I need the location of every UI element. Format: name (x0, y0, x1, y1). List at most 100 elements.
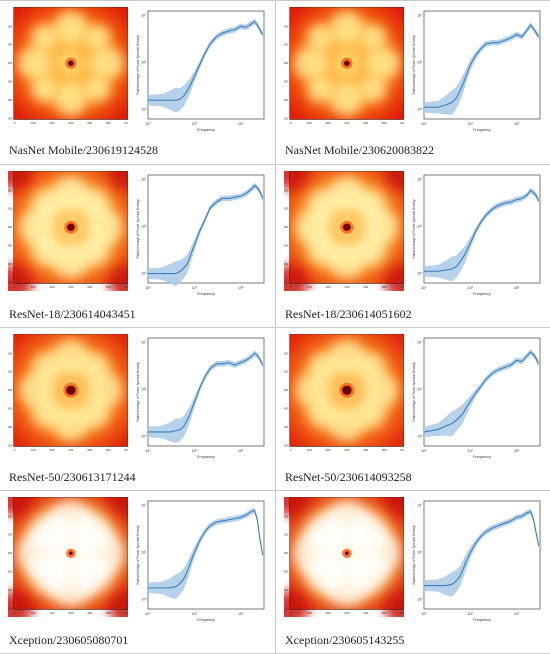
spectrum-x-tick: 300 (344, 448, 349, 452)
profile-x-label: Frequency (197, 618, 215, 622)
spectrum-x-tick: 500 (382, 448, 387, 452)
panel-caption: NasNet Mobile/230620083822 (285, 143, 434, 157)
profile-x-tick: 10⁰ (421, 286, 427, 290)
profile-x-label: Frequency (197, 128, 215, 132)
spectrum-y-tick: 200 (284, 370, 289, 374)
profile-y-tick: 10⁷ (417, 341, 423, 345)
spectrum-lobe (329, 82, 364, 116)
confidence-band (148, 507, 263, 600)
spectrum-x-tick: 100 (307, 285, 312, 289)
spectrum-x-tick: 300 (68, 448, 73, 452)
spectrum-y-tick: 300 (284, 388, 289, 392)
radial-psd-chart: 10⁰ 10¹ 10² 10³ 10⁵ 10⁷ Frequency Radial Averag… (136, 500, 265, 622)
spectrum-x-tick: 300 (68, 285, 73, 289)
series-line (424, 189, 540, 272)
spectrum-y-tick: 400 (284, 570, 289, 574)
spectrum-y-tick: 300 (284, 225, 289, 229)
spectrum-y-tick: 400 (8, 407, 13, 411)
spectrum-x-tick: 500 (106, 448, 111, 452)
spectrum-y-tick: 200 (8, 533, 13, 537)
spectrum-y-tick: 200 (8, 370, 13, 374)
figure-panel: 0 100 100 200 200 300 300 400 400 500 500 600 600 10⁰… (275, 1, 550, 164)
spectrum-ring (332, 212, 362, 242)
center-dot (343, 223, 351, 231)
corner-shade (108, 264, 128, 291)
spectrum-lobe (308, 235, 339, 266)
center-dot (68, 551, 73, 556)
profile-y-tick: 10³ (417, 272, 423, 276)
profile-x-tick: 10⁰ (421, 612, 427, 616)
spectrum-y-tick: 400 (8, 244, 13, 248)
profile-x-tick: 10¹ (192, 449, 198, 453)
profile-x-tick: 10² (514, 122, 520, 126)
spectrum-ring (56, 212, 86, 242)
figure-panel: 0 100 100 200 200 300 300 400 400 500 500 600 600 10⁰… (0, 1, 275, 164)
spectrum-y-tick: 500 (284, 98, 289, 102)
corner-shade (284, 497, 309, 516)
panel-caption: ResNet-50/230613171244 (9, 470, 136, 484)
corner-shade (384, 497, 404, 516)
spectrum-lobe (83, 24, 111, 52)
profile-x-tick: 10⁰ (145, 286, 151, 290)
radial-psd-chart: 10⁰ 10¹ 10² 10³ 10⁵ 10⁷ Frequency Radial Averag… (136, 10, 265, 132)
spectrum-lobe (354, 398, 386, 429)
spectrum-lobe (308, 352, 339, 383)
profile-y-tick: 10³ (141, 598, 147, 602)
spectrum-y-tick: 300 (8, 388, 13, 392)
power-spectrum-heatmap: 0 100 100 200 200 300 300 400 400 500 500 600 600 (284, 7, 404, 125)
profile-x-tick: 10¹ (192, 286, 198, 290)
spectrum-x-tick: 0 (290, 285, 292, 289)
profile-y-tick: 10³ (417, 435, 423, 439)
spectrum-lobe (83, 75, 111, 103)
spectrum-y-tick: 300 (284, 551, 289, 555)
spectrum-lobe (78, 398, 110, 429)
spectrum-x-tick: 400 (87, 285, 92, 289)
spectrum-x-tick: 600 (401, 121, 404, 125)
spectrum-x-tick: 200 (326, 448, 331, 452)
profile-y-label: Radial Average of Power Spectral Density (412, 199, 416, 259)
spectrum-y-tick: 600 (8, 444, 13, 448)
profile-x-label: Frequency (473, 128, 491, 132)
figure-panel: 0 100 100 200 200 300 300 400 400 500 500 600 600 10⁰… (275, 490, 550, 653)
corner-shade (8, 590, 33, 617)
corner-shade (284, 171, 309, 190)
panel-caption: ResNet-18/230614043451 (9, 307, 136, 321)
corner-shade (384, 590, 404, 617)
spectrum-x-tick: 600 (125, 448, 128, 452)
profile-x-tick: 10² (238, 122, 244, 126)
spectrum-x-tick: 0 (290, 121, 292, 125)
spectrum-x-tick: 200 (326, 611, 331, 615)
spectrum-lobe (307, 24, 335, 52)
spectrum-y-tick: 400 (284, 80, 289, 84)
power-spectrum-heatmap: 0 100 100 200 200 300 300 400 400 500 500 600 600 (284, 171, 404, 291)
profile-x-tick: 10¹ (468, 449, 474, 453)
spectrum-frame (289, 497, 404, 610)
spectrum-x-tick: 600 (125, 611, 128, 615)
profile-y-tick: 10⁵ (417, 551, 423, 555)
spectrum-lobe (365, 46, 401, 81)
series-line (148, 20, 264, 101)
center-dot (66, 385, 76, 395)
spectrum-x-tick: 100 (31, 611, 36, 615)
profile-y-tick: 10⁷ (141, 504, 147, 508)
profile-x-tick: 10¹ (468, 612, 474, 616)
profile-y-tick: 10³ (417, 108, 423, 112)
figure-panel: 0 100 100 200 200 300 300 400 400 500 500 600 600 10⁰… (0, 327, 275, 490)
profile-y-label: Radial Average of Power Spectral Density (136, 525, 140, 585)
center-dot (344, 551, 349, 556)
spectrum-y-tick: 600 (8, 607, 13, 611)
spectrum-y-tick: 100 (284, 188, 289, 192)
profile-y-tick: 10⁵ (417, 388, 423, 392)
spectrum-x-tick: 400 (363, 285, 368, 289)
corner-shade (284, 264, 309, 291)
corner-shade (8, 497, 33, 516)
spectrum-y-tick: 500 (8, 262, 13, 266)
center-dot (68, 60, 74, 67)
series-line (148, 509, 264, 589)
spectrum-lobe (359, 75, 387, 103)
spectrum-x-tick: 600 (125, 285, 128, 289)
power-spectrum-heatmap: 0 100 100 200 200 300 300 400 400 500 500 600 600 (284, 497, 404, 617)
profile-x-tick: 10² (238, 449, 244, 453)
spectrum-lobe (293, 46, 328, 81)
panel-caption: NasNet Mobile/230619124528 (9, 143, 158, 157)
